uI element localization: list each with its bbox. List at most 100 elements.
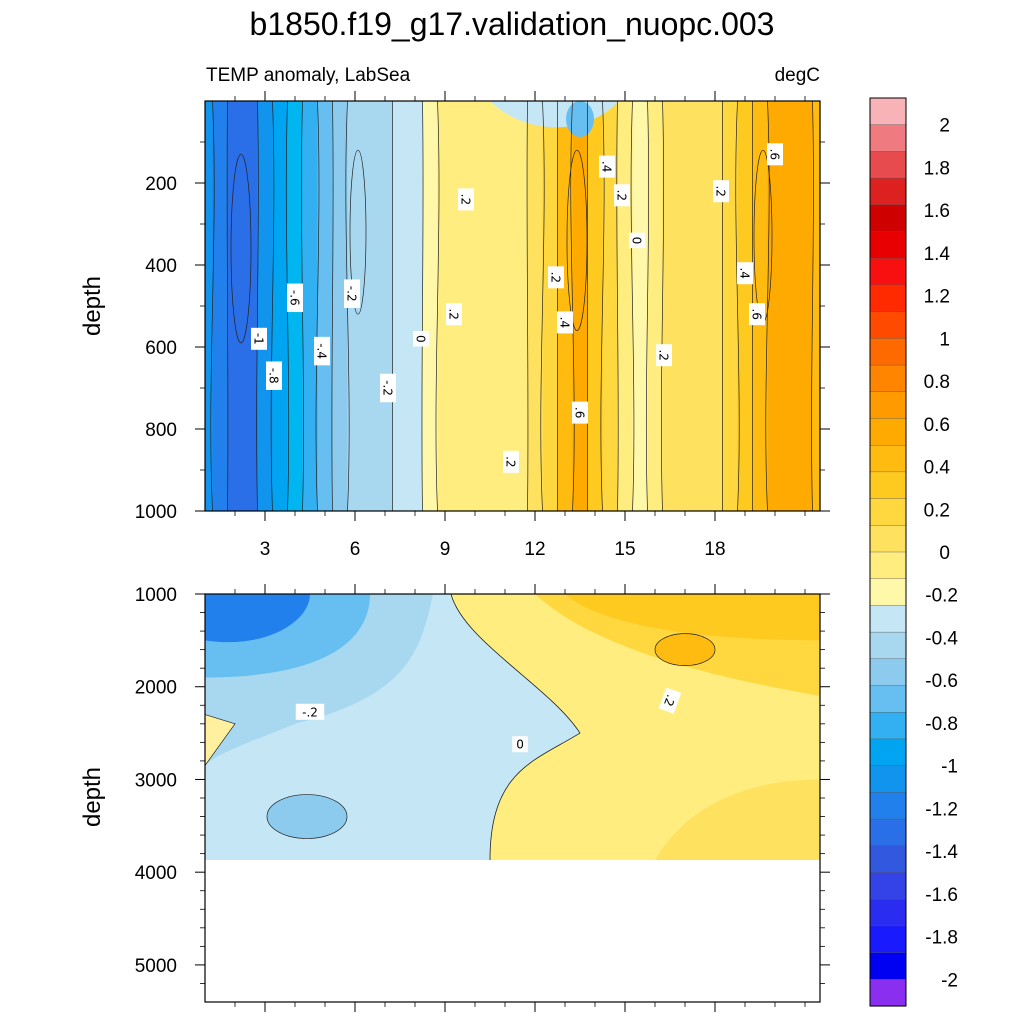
surface-cold-core [566, 101, 594, 137]
lower-y-tick-label: 5000 [135, 956, 177, 977]
contour-label-bg [548, 266, 564, 289]
colorbar-swatch [869, 231, 907, 259]
colorbar-swatch [869, 444, 907, 473]
colorbar-label: 1.6 [924, 201, 950, 222]
contour-line [600, 100, 605, 512]
heat-column [377, 101, 394, 511]
contour-label-text: .4 [558, 317, 572, 328]
lower-cold-pool [266, 794, 348, 839]
heat-column [362, 101, 379, 511]
colorbar-swatch [869, 578, 907, 607]
contour-label-text: -1 [252, 333, 266, 345]
heat-column [332, 101, 349, 511]
contour-label-bg [749, 303, 765, 326]
contour-label: .6 [572, 401, 588, 424]
colorbar-swatch [869, 738, 907, 767]
contour-label-text: 0 [630, 237, 644, 245]
contour-label-bg [266, 361, 282, 390]
heat-column [737, 101, 754, 511]
panel-subtitle-left: TEMP anomaly, LabSea [206, 65, 411, 86]
colorbar-label: -0.4 [925, 628, 958, 649]
lower-y-tick-label: 2000 [135, 678, 177, 699]
colorbar-label: -1.8 [925, 928, 958, 949]
colorbar-frame [869, 97, 907, 1007]
contour-label-text: .2 [447, 308, 461, 319]
contour-label: .2 [614, 184, 630, 207]
contour-line [811, 100, 814, 512]
colorbar-label: 0.4 [924, 458, 951, 479]
contour-label-bg [737, 262, 753, 285]
contour-label: 0 [413, 331, 429, 347]
contour-label-text: .6 [768, 149, 782, 160]
lower-warm-core [654, 633, 716, 666]
contour-label-text: -.2 [345, 286, 359, 302]
upper-y-axis-label: depth [79, 276, 106, 336]
heat-column [227, 101, 244, 511]
contour-label-bg [557, 311, 573, 334]
colorbar-swatch [869, 925, 907, 954]
upper-heatmap-panel: -1 -.8 -.6 -.4 -.2 -.2 0 .2 .2 .2 .2 .4 .6 .4 .2 0 .2 .2.… [135, 91, 830, 560]
colorbar-label: 0.2 [924, 500, 950, 521]
colorbar-swatch [869, 391, 907, 420]
contour-label: 0 [512, 736, 528, 753]
colorbar-swatch [869, 818, 907, 847]
heat-column [707, 101, 724, 511]
contour-line [630, 100, 635, 512]
contour-label-text: .2 [549, 272, 563, 283]
colorbar-swatch [869, 605, 907, 633]
contour-label-bg [287, 283, 303, 313]
colorbar-swatch [869, 845, 907, 874]
contour-label: 0 [629, 232, 645, 249]
colorbar-swatch [869, 765, 907, 793]
contour-label-bg [413, 331, 429, 347]
contour-label-bg [344, 279, 360, 308]
contour-line [270, 100, 275, 512]
colorbar-label: -1.6 [925, 885, 958, 906]
colorbar-label: -0.2 [925, 586, 958, 607]
colorbar-swatch [869, 177, 907, 206]
contour-loop [349, 149, 367, 315]
lower-heatmap-panel: -.2 0 .2 1000 2000 3000 4000 5000 [135, 584, 830, 1012]
contour-label: -.2 [380, 373, 396, 403]
contour-label: -1 [251, 327, 267, 350]
colorbar-swatch [869, 311, 907, 339]
contour-label-text: .4 [738, 267, 752, 278]
contour-label: .4 [737, 262, 753, 285]
contour-label-bg [614, 184, 630, 207]
contour-label: .2 [656, 344, 672, 367]
contour-loop [566, 149, 588, 331]
colorbar-swatch [869, 979, 907, 1007]
contour-line [645, 100, 650, 512]
contour-label: -.6 [287, 283, 303, 313]
heat-column [437, 101, 454, 511]
contour-label: -.2 [344, 279, 360, 308]
colorbar-swatch [869, 551, 907, 580]
heat-column [617, 101, 634, 511]
contour-label-text: .2 [459, 194, 473, 205]
upper-y-tick-label: 1000 [135, 502, 177, 523]
heat-column [632, 101, 649, 511]
contour-label-text: -.2 [381, 380, 395, 396]
contour-label-text: -.8 [267, 368, 281, 384]
contour-label-bg [314, 336, 330, 366]
lower-y-tick-label: 4000 [135, 863, 177, 884]
colorbar-swatch [869, 338, 907, 366]
colorbar-swatch [869, 631, 907, 660]
contour-label-text: -.4 [315, 343, 329, 359]
contour-label-bg [295, 703, 325, 720]
contour-line [540, 100, 545, 512]
heat-column [587, 101, 604, 511]
contour-line [315, 100, 320, 512]
contour-label-bg [767, 143, 783, 166]
heat-column [557, 101, 574, 511]
lower-no-data-region [205, 860, 820, 1002]
contour-label: .2 [446, 303, 462, 326]
heat-column [542, 101, 559, 511]
contour-label-bg [503, 450, 519, 473]
heat-column [812, 101, 821, 511]
colorbar-label: -1 [941, 757, 958, 778]
contour-label-text: .2 [657, 349, 671, 360]
contour-line [616, 100, 619, 512]
colorbar-label: -2 [941, 970, 958, 991]
